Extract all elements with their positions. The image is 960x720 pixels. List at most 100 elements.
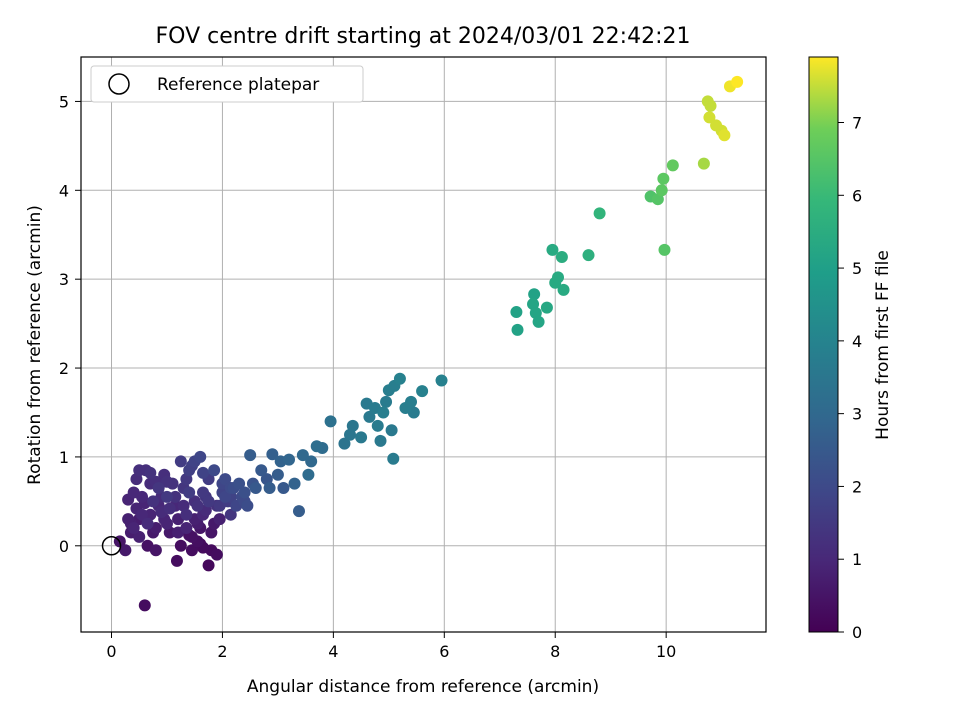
legend-box (90, 65, 364, 103)
data-point (138, 599, 151, 612)
data-point (191, 499, 204, 512)
data-point (233, 477, 246, 490)
data-point (152, 482, 165, 495)
data-point (405, 395, 418, 408)
data-point (666, 159, 679, 172)
data-point (219, 490, 232, 503)
colorbar-gradient (808, 56, 839, 633)
data-point (292, 505, 305, 518)
y-tick-label: 2 (59, 359, 69, 378)
colorbar-label: Hours from first FF file (873, 250, 893, 440)
data-point (197, 486, 210, 499)
data-point (271, 468, 284, 481)
x-tick-label: 8 (550, 642, 560, 661)
data-point (170, 554, 183, 567)
data-point (657, 172, 670, 185)
x-tick-label: 10 (656, 642, 676, 661)
data-point (202, 559, 215, 572)
data-point (163, 502, 176, 515)
chart-title: FOV centre drift starting at 2024/03/01 … (156, 24, 691, 49)
data-point (249, 482, 262, 495)
data-point (731, 75, 744, 88)
data-point (180, 508, 193, 521)
data-point (385, 424, 398, 437)
data-point (593, 207, 606, 220)
data-point (324, 415, 337, 428)
data-point (380, 395, 393, 408)
x-tick-label: 2 (217, 642, 227, 661)
data-point (288, 477, 301, 490)
data-point (655, 184, 668, 197)
data-point (555, 250, 568, 263)
data-point (346, 419, 359, 432)
data-point (238, 486, 251, 499)
data-point (277, 482, 290, 495)
data-point (144, 466, 157, 479)
data-point (377, 406, 390, 419)
reference-point-marker (101, 536, 122, 556)
colorbar-tick-label: 2 (852, 477, 862, 496)
y-tick-label: 0 (59, 537, 69, 556)
data-point (244, 449, 257, 462)
data-point (510, 306, 523, 319)
data-point (302, 468, 315, 481)
x-axis-ticks: 0 2 4 6 8 10 (106, 632, 676, 661)
data-point (557, 283, 570, 296)
data-point (255, 464, 268, 477)
data-point (208, 464, 221, 477)
y-tick-label: 3 (59, 270, 69, 289)
data-point (133, 530, 146, 543)
data-point (282, 453, 295, 466)
data-point (416, 385, 429, 398)
data-point (528, 288, 541, 301)
y-axis-label: Rotation from reference (arcmin) (25, 205, 45, 485)
data-point (718, 129, 731, 142)
data-point (338, 437, 351, 450)
data-point (241, 499, 254, 512)
data-point (355, 431, 368, 444)
data-point (435, 374, 448, 387)
y-tick-label: 5 (59, 92, 69, 111)
colorbar-tick-label: 0 (852, 623, 862, 642)
x-tick-label: 4 (328, 642, 338, 661)
data-point (697, 157, 710, 170)
data-point (266, 448, 279, 461)
data-point (202, 495, 215, 508)
data-point (704, 99, 717, 112)
data-point (387, 452, 400, 465)
legend-marker (108, 73, 130, 95)
plot-frame (80, 56, 767, 633)
data-point (136, 508, 149, 521)
data-point (160, 475, 173, 488)
colorbar-tick-label: 6 (852, 186, 862, 205)
data-point (371, 419, 384, 432)
colorbar-tick-label: 7 (852, 114, 862, 133)
data-point (136, 490, 149, 503)
data-point (141, 517, 154, 530)
data-point (119, 544, 132, 557)
x-tick-label: 6 (439, 642, 449, 661)
data-point (393, 372, 406, 385)
colorbar-tick-label: 5 (852, 259, 862, 278)
data-point (183, 486, 196, 499)
data-point (210, 548, 223, 561)
data-point (296, 449, 309, 462)
data-point (310, 440, 323, 453)
data-point (305, 455, 318, 468)
colorbar-ticks: 0 1 2 3 4 5 6 7 (838, 114, 862, 642)
data-point (213, 513, 226, 526)
legend: Reference platepar (90, 65, 364, 103)
data-point (374, 434, 387, 447)
data-point (122, 513, 135, 526)
data-point (127, 522, 140, 535)
data-point (263, 482, 276, 495)
data-point (552, 271, 565, 284)
y-axis-ticks: 0 1 2 3 4 5 (59, 92, 81, 556)
data-point (133, 464, 146, 477)
x-tick-label: 0 (106, 642, 116, 661)
y-tick-label: 1 (59, 448, 69, 467)
data-point (540, 301, 553, 314)
colorbar: 0 1 2 3 4 5 6 7 Hours from first FF file (808, 56, 893, 642)
data-point (180, 522, 193, 535)
